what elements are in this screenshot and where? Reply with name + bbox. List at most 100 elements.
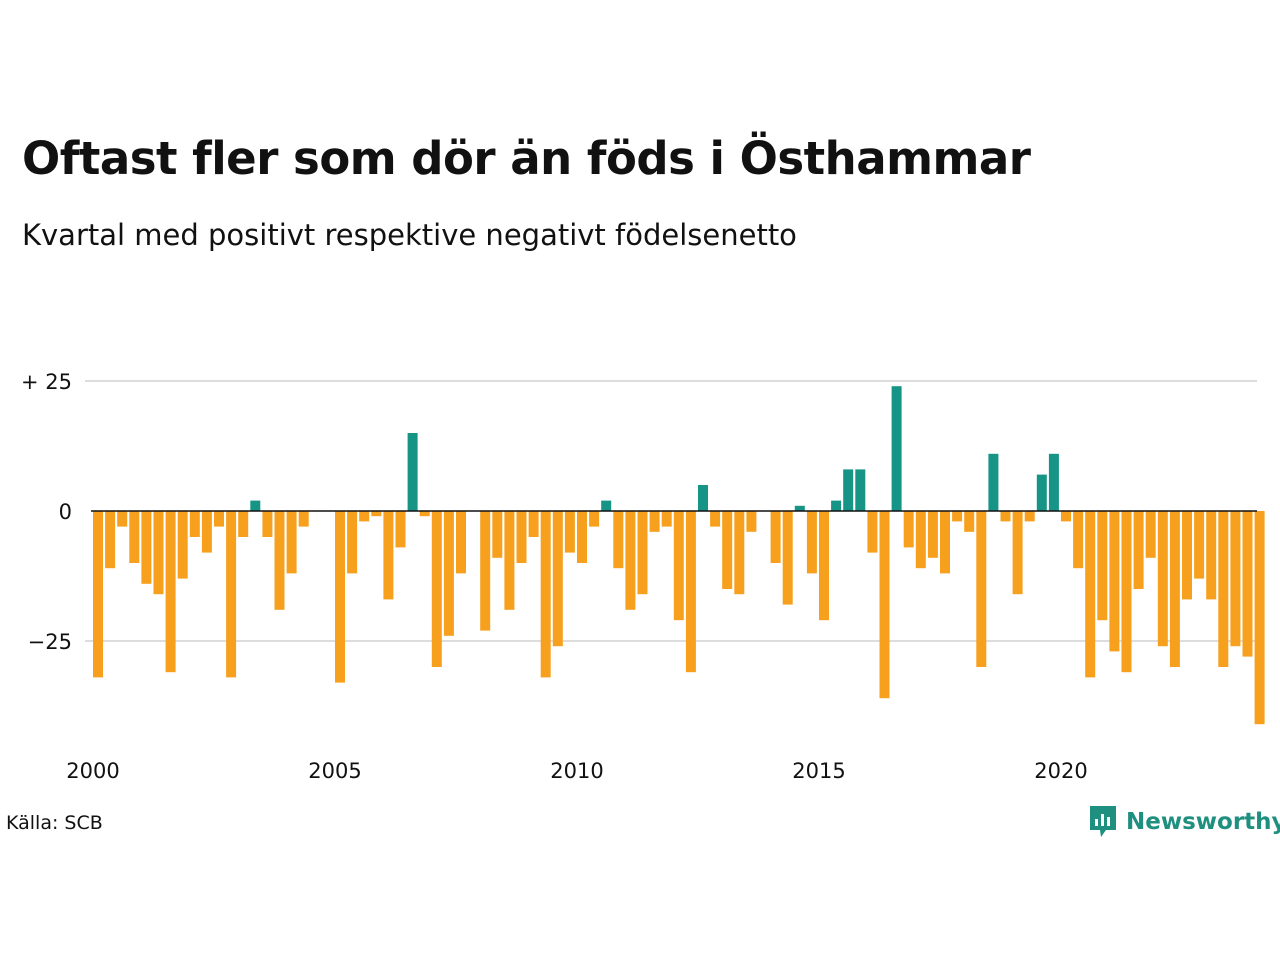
bar-2011-Q4 (661, 511, 672, 527)
bar-2010-Q2 (589, 511, 600, 527)
bar-2023-Q2 (1218, 511, 1229, 667)
bar-2004-Q1 (286, 511, 297, 574)
bar-2005-Q4 (371, 511, 382, 517)
bar-2016-Q1 (867, 511, 878, 553)
bar-2022-Q2 (1169, 511, 1180, 667)
bar-2005-Q1 (335, 511, 345, 683)
x-tick-label: 2005 (308, 759, 361, 783)
bar-2008-Q2 (492, 511, 503, 558)
brand-name: Newsworthy (1126, 809, 1280, 835)
bar-2017-Q4 (952, 511, 963, 522)
bar-2014-Q3 (794, 505, 805, 511)
axes: + 25 0 −25 2000 2005 2010 2015 2020 (21, 370, 1257, 783)
bar-2012-Q4 (710, 511, 721, 527)
bar-2014-Q2 (782, 511, 793, 605)
bar-2021-Q1 (1109, 511, 1120, 652)
bar-2011-Q2 (637, 511, 648, 595)
bar-2023-Q3 (1230, 511, 1241, 647)
bar-2015-Q3 (843, 469, 854, 511)
brand-logo[interactable]: Newsworthy (1088, 804, 1280, 840)
bar-2021-Q3 (1133, 511, 1144, 589)
bar-2002-Q3 (214, 511, 224, 527)
bar-2019-Q2 (1024, 511, 1035, 522)
bar-2002-Q4 (226, 511, 237, 678)
bar-2019-Q3 (1036, 474, 1047, 511)
bar-2013-Q1 (722, 511, 733, 589)
bar-2010-Q1 (577, 511, 587, 563)
bar-2022-Q3 (1182, 511, 1192, 600)
bar-2000-Q3 (117, 511, 128, 527)
bar-2020-Q3 (1085, 511, 1096, 678)
bar-2022-Q4 (1194, 511, 1205, 579)
bar-2010-Q4 (613, 511, 624, 569)
bar-2015-Q1 (819, 511, 829, 621)
bar-2013-Q2 (734, 511, 745, 595)
bar-2016-Q2 (879, 511, 890, 699)
bar-2001-Q1 (141, 511, 152, 584)
bar-2021-Q4 (1145, 511, 1156, 558)
bar-2006-Q1 (383, 511, 394, 600)
bar-2001-Q3 (165, 511, 176, 673)
bar-2011-Q1 (625, 511, 636, 610)
bar-2008-Q1 (480, 511, 491, 631)
x-tick-label: 2020 (1034, 759, 1087, 783)
bar-2016-Q4 (903, 511, 914, 548)
bar-2018-Q3 (988, 453, 999, 511)
bar-2023-Q1 (1206, 511, 1217, 600)
bar-2002-Q2 (201, 511, 212, 553)
bar-2024-Q1 (1254, 511, 1265, 725)
y-tick-label: −25 (28, 630, 72, 654)
chart-subtitle: Kvartal med positivt respektive negativt… (22, 218, 797, 252)
bar-2018-Q2 (976, 511, 987, 667)
x-tick-label: 2000 (66, 759, 119, 783)
bar-2017-Q2 (927, 511, 938, 558)
bar-2017-Q3 (940, 511, 950, 574)
bar-2013-Q3 (746, 511, 757, 532)
bar-2008-Q3 (504, 511, 515, 610)
bar-2017-Q1 (915, 511, 926, 569)
bar-2020-Q1 (1061, 511, 1071, 522)
bar-2001-Q2 (153, 511, 164, 595)
source-note: Källa: SCB (6, 812, 103, 834)
bar-2009-Q1 (528, 511, 539, 537)
bar-2003-Q4 (274, 511, 285, 610)
bar-2007-Q3 (456, 511, 466, 574)
bar-2023-Q4 (1242, 511, 1253, 657)
bar-2006-Q2 (395, 511, 406, 548)
bar-2000-Q4 (129, 511, 140, 563)
bar-2016-Q3 (891, 386, 902, 511)
bar-2022-Q1 (1157, 511, 1168, 647)
bar-2008-Q4 (516, 511, 527, 563)
bar-2003-Q2 (250, 500, 261, 511)
bar-2015-Q2 (831, 500, 842, 511)
bar-2003-Q1 (238, 511, 249, 537)
chart-title: Oftast fler som dör än föds i Östhammar (22, 132, 1031, 185)
bar-2009-Q3 (552, 511, 563, 647)
bar-2019-Q1 (1012, 511, 1023, 595)
newsworthy-logo-icon (1090, 806, 1116, 837)
bar-2006-Q4 (419, 511, 430, 517)
bar-2010-Q3 (601, 500, 612, 511)
bar-2012-Q2 (685, 511, 696, 673)
bar-2005-Q2 (347, 511, 358, 574)
bar-2000-Q2 (105, 511, 116, 569)
bar-2020-Q4 (1097, 511, 1108, 621)
x-tick-label: 2015 (792, 759, 845, 783)
bar-chart: + 25 0 −25 2000 2005 2010 2015 2020 (21, 370, 1265, 783)
bar-2005-Q3 (359, 511, 370, 522)
bar-2012-Q1 (673, 511, 684, 621)
bar-2012-Q3 (698, 485, 708, 511)
bar-2011-Q3 (649, 511, 660, 532)
gridlines (85, 380, 1257, 642)
bar-2019-Q4 (1048, 453, 1059, 511)
y-tick-label: 0 (59, 500, 72, 524)
bar-2007-Q1 (431, 511, 442, 667)
bar-2003-Q3 (262, 511, 273, 537)
bar-2014-Q4 (806, 511, 817, 574)
bar-2009-Q2 (540, 511, 551, 678)
bar-2000-Q1 (93, 511, 103, 678)
bar-2001-Q4 (177, 511, 188, 579)
bar-2021-Q2 (1121, 511, 1132, 673)
x-tick-label: 2010 (550, 759, 603, 783)
bar-2004-Q2 (298, 511, 309, 527)
